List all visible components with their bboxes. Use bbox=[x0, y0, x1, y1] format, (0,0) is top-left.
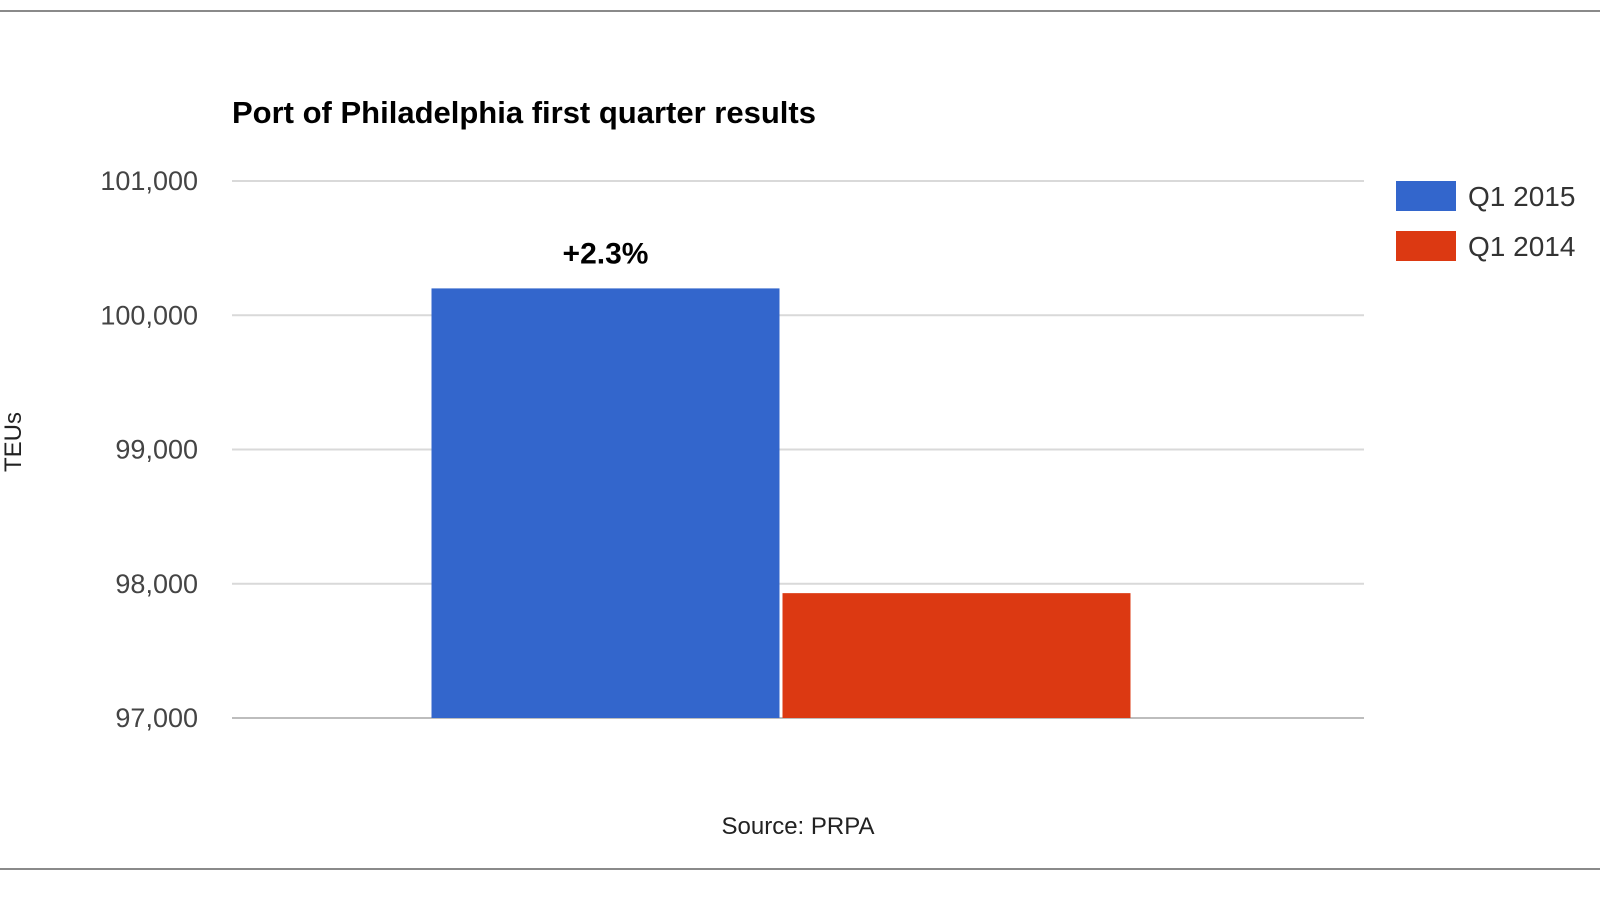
y-axis-label: TEUs bbox=[0, 412, 27, 472]
y-tick-label: 98,000 bbox=[115, 569, 198, 599]
y-tick-label: 97,000 bbox=[115, 703, 198, 733]
y-tick-label: 101,000 bbox=[100, 166, 198, 196]
y-axis-ticks: 101,000 100,000 99,000 98,000 97,000 bbox=[100, 166, 198, 733]
bars bbox=[431, 288, 1131, 718]
chart-title: Port of Philadelphia first quarter resul… bbox=[232, 95, 816, 130]
legend-swatch bbox=[1396, 181, 1456, 211]
bar-q1-2015 bbox=[431, 288, 780, 718]
bottom-frame-line bbox=[0, 868, 1600, 870]
legend-label: Q1 2015 bbox=[1468, 181, 1575, 212]
y-tick-label: 100,000 bbox=[100, 300, 198, 330]
change-annotation: +2.3% bbox=[563, 237, 649, 270]
top-frame-line bbox=[0, 10, 1600, 12]
y-tick-label: 99,000 bbox=[115, 435, 198, 465]
legend-label: Q1 2014 bbox=[1468, 231, 1575, 262]
source-label: Source: PRPA bbox=[722, 813, 875, 840]
bar-q1-2014 bbox=[782, 593, 1131, 718]
legend-swatch bbox=[1396, 231, 1456, 261]
legend: Q1 2015 Q1 2014 bbox=[1396, 181, 1575, 262]
annotations: +2.3% bbox=[563, 237, 649, 270]
